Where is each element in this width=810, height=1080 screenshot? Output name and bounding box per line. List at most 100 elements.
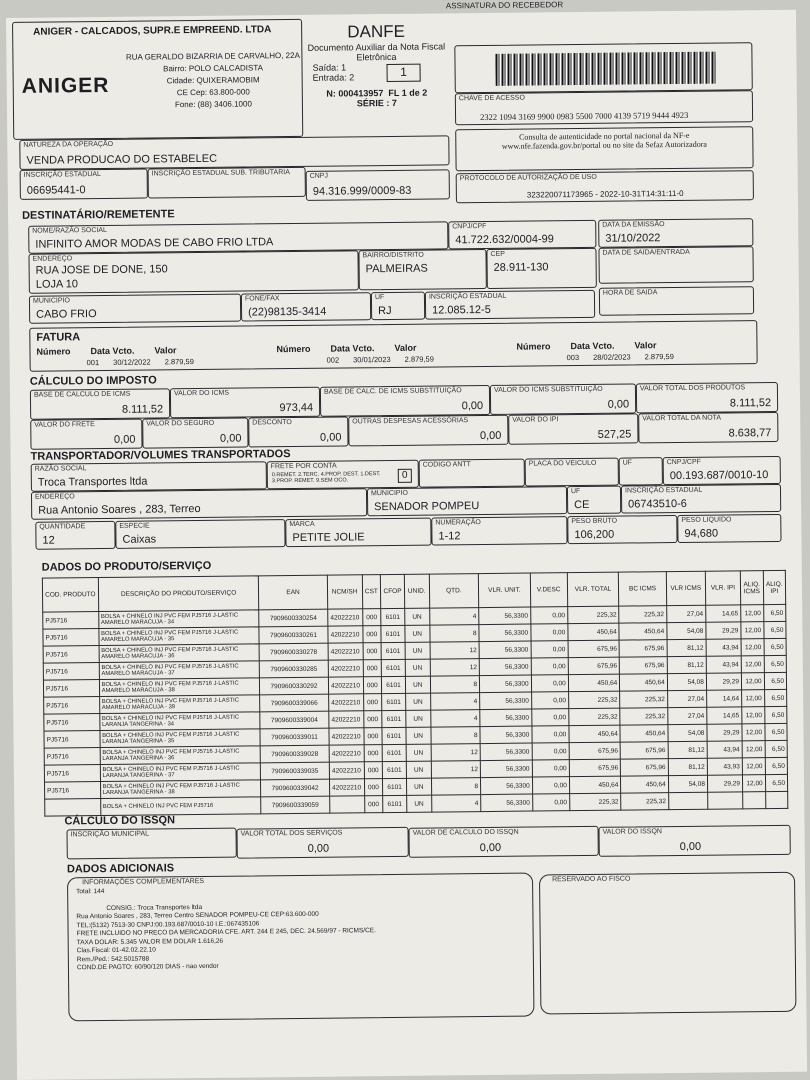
table-cell: 56,3300 xyxy=(480,794,533,812)
field-label: FRETE POR CONTA xyxy=(270,462,337,471)
column-header: CFOP xyxy=(380,574,405,609)
table-cell: 43,94 xyxy=(706,655,742,674)
table-cell: 43,94 xyxy=(705,638,742,657)
table-cell: UN xyxy=(404,642,430,660)
invoice-header: Data Vcto. xyxy=(330,343,375,354)
tax-field-value: 8.111,52 xyxy=(729,397,772,410)
table-cell: 0,00 xyxy=(532,793,570,812)
table-cell: UN xyxy=(405,676,431,694)
tax-field-label: VALOR DO IPI xyxy=(512,416,559,424)
table-cell: 7909600330285 xyxy=(259,660,328,678)
carrier-uf1-box: UF xyxy=(618,457,663,486)
table-cell: 12,00 xyxy=(740,638,764,656)
table-cell: 81,12 xyxy=(667,741,708,759)
table-cell: 6101 xyxy=(381,659,406,677)
field-value-line2: LOJA 10 xyxy=(35,278,79,291)
field-value: 1-12 xyxy=(438,530,461,543)
table-cell: 6101 xyxy=(381,710,406,728)
numbering-box: NUMERAÇÃO 1-12 xyxy=(431,516,568,546)
table-cell: 12,00 xyxy=(742,757,766,775)
tax-field: BASE DE CALCULO DE ICMS 8.111,52 xyxy=(29,388,171,420)
freight-options: 0.REMET. 2.TERC. 4.PROP. DEST. 1.DEST. 3… xyxy=(271,471,381,485)
brand-box: MARCA PETITE JOLIE xyxy=(285,517,432,548)
field-value: CE xyxy=(574,498,590,512)
table-cell: 0,00 xyxy=(531,691,569,710)
tax-field-label: DESCONTO xyxy=(252,419,292,427)
issqn-field: VALOR DE CALCULO DO ISSQN 0,00 xyxy=(408,825,599,858)
table-cell: 0,00 xyxy=(531,708,569,727)
tax-field-label: BASE DE CALCULO DE ICMS xyxy=(33,390,131,399)
field-label: UF xyxy=(374,294,385,302)
field-label: ENDEREÇO xyxy=(32,255,73,263)
table-cell: UN xyxy=(404,625,430,643)
invoice-header: Número xyxy=(36,346,71,357)
table-cell: 450,64 xyxy=(619,673,668,692)
table-cell: 000 xyxy=(363,761,383,779)
table-cell: 4 xyxy=(431,794,481,813)
table-cell: 12,00 xyxy=(741,655,765,673)
installment-number: 002 xyxy=(326,355,340,365)
table-cell: 450,64 xyxy=(620,775,669,794)
table-cell: 675,96 xyxy=(567,640,620,658)
column-header: VLR. UNIT. xyxy=(478,573,531,608)
table-cell: 4 xyxy=(429,607,479,626)
table-cell: UN xyxy=(405,659,431,677)
issqn-field: INSCRIÇÃO MUNICIPAL xyxy=(66,827,237,860)
freight-value: 0 xyxy=(397,468,412,483)
table-cell: 450,64 xyxy=(567,623,620,641)
consulta-text: Consulta de autenticidade no portal naci… xyxy=(455,126,754,172)
table-cell: 225,32 xyxy=(569,793,622,811)
table-cell: 225,32 xyxy=(618,605,667,624)
issqn-field-label: VALOR DE CALCULO DO ISSQN xyxy=(412,828,519,837)
table-cell: 6,50 xyxy=(763,604,786,622)
table-cell: 12,00 xyxy=(741,672,765,690)
recipient-cnpj-box: CNPJ/CPF 41.722.632/0004-99 xyxy=(448,219,597,250)
table-cell: 000 xyxy=(363,710,383,728)
field-label: ESPECIE xyxy=(119,522,150,530)
tax-field: VALOR DO ICMS 973,44 xyxy=(169,386,321,419)
tax-field: VALOR TOTAL DOS PRODUTOS 8.111,52 xyxy=(635,381,779,414)
column-header: UNID. xyxy=(404,574,430,609)
issqn-field-label: INSCRIÇÃO MUNICIPAL xyxy=(70,830,150,839)
tax-field-label: VALOR DO ICMS xyxy=(173,389,230,398)
table-cell: 000 xyxy=(364,795,383,813)
table-cell: 6,50 xyxy=(764,672,787,690)
table-cell: PJ5716 xyxy=(44,747,100,766)
column-header: COD. PRODUTO xyxy=(42,577,99,613)
complementary-info-label: INFORMAÇÕES COMPLEMENTARES xyxy=(82,877,205,887)
table-cell: 42022210 xyxy=(328,693,364,712)
invoice-header: Número xyxy=(516,341,551,352)
table-cell: 29,29 xyxy=(707,774,743,793)
field-label: RAZÃO SOCIAL xyxy=(34,465,87,473)
field-value: SENADOR POMPEU xyxy=(374,500,480,514)
issqn-field-value: 0,00 xyxy=(479,841,502,855)
field-label: PESO BRUTO xyxy=(571,517,618,526)
tax-grid: BASE DE CALCULO DE ICMS 8.111,52 VALOR DO … xyxy=(6,10,796,450)
table-cell: 14,65 xyxy=(705,604,741,623)
tax-field-value: 527,25 xyxy=(597,428,632,441)
table-cell: UN xyxy=(405,693,431,711)
table-cell: 29,29 xyxy=(705,621,741,640)
table-cell: 6101 xyxy=(380,625,405,643)
issqn-field-label: VALOR DO ISSQN xyxy=(602,828,662,836)
field-value: Caixas xyxy=(122,533,157,546)
tax-field-value: 973,44 xyxy=(279,401,314,415)
table-cell: 12,00 xyxy=(741,723,765,741)
company-logo: ANIGER xyxy=(21,73,110,98)
table-cell: 42022210 xyxy=(327,625,363,644)
table-cell: BOLSA + CHINELO INJ PVC FEM PJ5716 xyxy=(100,796,262,816)
table-cell: 6101 xyxy=(382,795,407,813)
field-label: NUMERAÇÃO xyxy=(435,519,481,527)
table-cell: BOLSA + CHINELO INJ PVC FEM PJ5716 J-LAS… xyxy=(98,660,260,680)
emitter-box: ANIGER - CALCADOS, SUPR.E EMPREEND. LTDA… xyxy=(12,18,304,140)
field-value: 41.722.632/0004-99 xyxy=(455,233,554,247)
table-cell: 56,3300 xyxy=(479,641,531,659)
field-label: MUNICIPIO xyxy=(370,489,408,498)
field-label: PESO LIQUIDO xyxy=(681,516,732,524)
table-cell: 56,3300 xyxy=(480,743,532,761)
table-cell: UN xyxy=(405,727,431,745)
additional-info-line: COND.DE PAGTO: 60/90/120 DIAS - nao vend… xyxy=(76,962,219,972)
installment-value: 2.879,59 xyxy=(644,352,674,362)
invoice-installments: Número Data Vcto. Valor 001 30/12/2022 2.879,… xyxy=(36,339,750,367)
table-cell: 7909600339035 xyxy=(260,762,330,780)
